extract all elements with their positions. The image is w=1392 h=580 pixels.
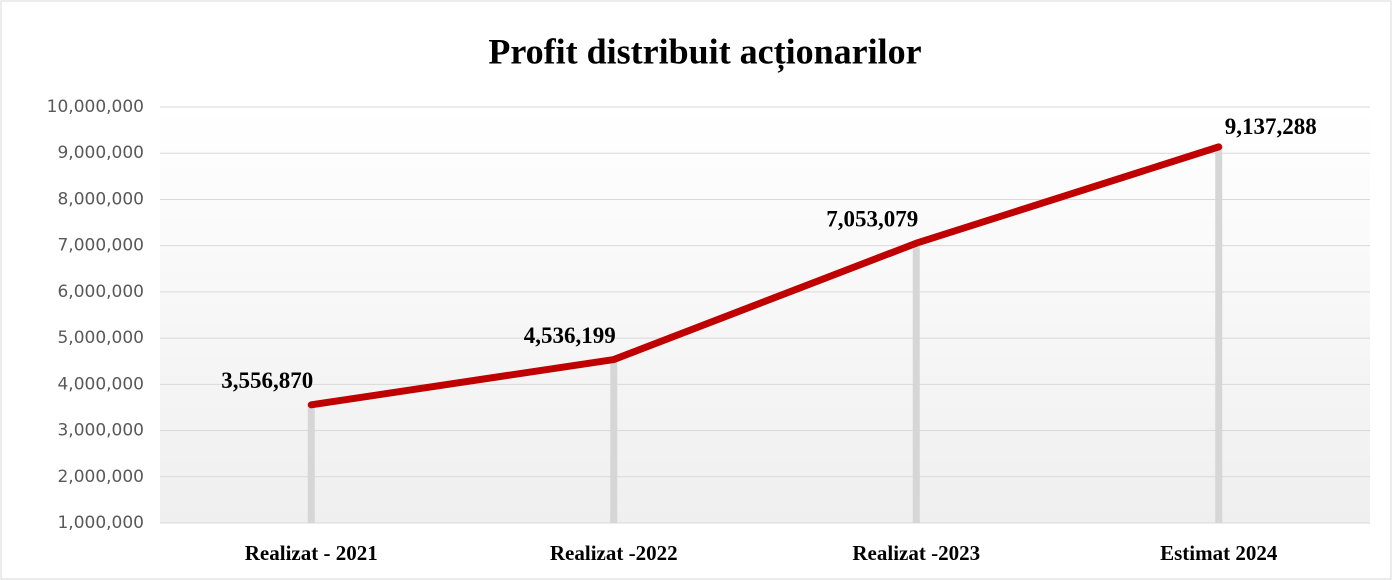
data-line <box>307 143 1223 409</box>
y-tick-label: 2,000,000 <box>57 467 144 487</box>
y-tick-label: 5,000,000 <box>57 328 144 348</box>
y-tick-label: 3,000,000 <box>57 421 144 441</box>
plot-area <box>160 107 1370 523</box>
data-label: 4,536,199 <box>524 323 616 348</box>
y-tick-label: 6,000,000 <box>57 282 144 302</box>
data-label: 3,556,870 <box>221 368 313 393</box>
y-tick-label: 8,000,000 <box>57 189 144 209</box>
x-tick-label: Realizat -2022 <box>550 541 678 565</box>
x-tick-label: Realizat -2023 <box>852 541 980 565</box>
data-label: 9,137,288 <box>1225 114 1317 139</box>
y-tick-label: 1,000,000 <box>57 513 144 533</box>
y-tick-label: 7,000,000 <box>57 236 144 256</box>
y-tick-label: 10,000,000 <box>47 97 144 117</box>
x-tick-label: Estimat 2024 <box>1160 541 1278 565</box>
data-label: 7,053,079 <box>826 206 918 231</box>
x-tick-label: Realizat - 2021 <box>245 541 378 565</box>
chart-title: Profit distribuit acționarilor <box>488 31 921 72</box>
y-tick-label: 9,000,000 <box>57 143 144 163</box>
y-tick-label: 4,000,000 <box>57 374 144 394</box>
